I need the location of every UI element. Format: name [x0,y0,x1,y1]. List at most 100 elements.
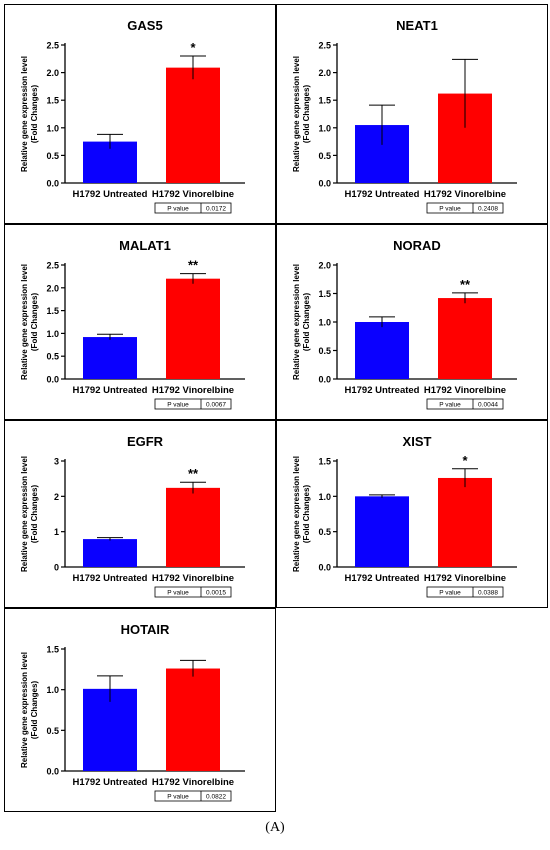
bar-chart-hotair: HOTAIR Relative gene expression level(Fol… [20,622,245,802]
chart-panel-norad: NORAD Relative gene expression level(Fold… [276,224,548,420]
p-value-label: P value [167,794,189,801]
p-value-label: P value [167,206,189,213]
bar-chart-gas5: GAS5 Relative gene expression level(Fold … [20,18,245,214]
bar-vinorelbine [438,477,492,567]
p-value-label: P value [167,590,189,597]
bar-untreated [83,539,137,567]
p-value-number: 0.0067 [206,402,226,409]
y-tick-label: 1.0 [46,685,59,695]
p-value-box [154,398,232,410]
p-value-number: 0.0015 [206,590,226,597]
p-value-box [426,202,504,214]
y-tick-label: 0.0 [318,179,331,189]
bar-untreated [83,688,137,771]
y-tick-label: 1.5 [318,457,331,467]
chart-title: GAS5 [127,18,162,33]
y-axis-label-line2: (Fold Changes) [30,293,39,352]
bar-vinorelbine [166,278,220,379]
y-tick-label: 1.0 [46,329,59,339]
y-tick-label: 2 [54,492,59,502]
y-axis-label: Relative gene expression level(Fold Chan… [292,264,311,380]
chart-title: NORAD [393,238,441,253]
y-tick-label: 2.5 [46,41,59,51]
y-tick-label: 2.5 [46,261,59,271]
p-value-label: P value [439,402,461,409]
y-tick-label: 2.0 [318,261,331,271]
y-tick-label: 1.5 [46,645,59,655]
y-tick-label: 1.5 [46,306,59,316]
y-tick-label: 3 [54,457,59,467]
p-value-box [154,790,232,802]
p-value-number: 0.0822 [206,794,226,801]
bar-untreated [355,496,409,567]
y-tick-label: 2.0 [46,283,59,293]
y-axis-label: Relative gene expression level(Fold Chan… [20,652,39,768]
y-tick-label: 2.5 [318,41,331,51]
y-tick-label: 1.0 [318,123,331,133]
y-tick-label: 0.0 [46,375,59,385]
y-axis-label-line1: Relative gene expression level [292,456,301,572]
significance-marker: * [462,453,468,468]
chart-title: HOTAIR [121,622,170,637]
x-tick-label: H1792 Vinorelbine [424,385,506,396]
p-value-label: P value [167,402,189,409]
significance-marker: ** [188,466,199,481]
bar-chart-norad: NORAD Relative gene expression level(Fold… [292,238,517,410]
y-axis-label: Relative gene expression level(Fold Chan… [20,456,39,572]
y-axis-label-line2: (Fold Changes) [302,293,311,352]
y-tick-label: 2.0 [46,68,59,78]
significance-marker: * [190,40,196,55]
y-tick-label: 0.0 [318,375,331,385]
bar-vinorelbine [438,298,492,379]
x-tick-label: H1792 Untreated [73,385,148,396]
y-tick-label: 0 [54,563,59,573]
figure-label: (A) [265,820,285,835]
y-axis-label-line2: (Fold Changes) [30,485,39,544]
chart-panel-gas5: GAS5 Relative gene expression level(Fold … [4,4,276,224]
y-tick-label: 0.0 [46,767,59,777]
y-tick-label: 0.5 [46,151,59,161]
p-value-box [426,398,504,410]
bar-vinorelbine [166,668,220,771]
x-tick-label: H1792 Untreated [345,189,420,200]
chart-panel-xist: XIST Relative gene expression level(Fold … [276,420,548,608]
chart-title: EGFR [127,434,164,449]
p-value-box [426,586,504,598]
bar-chart-neat1: NEAT1 Relative gene expression level(Fold… [292,18,517,214]
p-value-label: P value [439,590,461,597]
y-tick-label: 0.0 [46,179,59,189]
y-tick-label: 1.5 [318,96,331,106]
p-value-label: P value [439,206,461,213]
y-tick-label: 0.5 [318,151,331,161]
significance-marker: ** [188,258,199,273]
y-tick-label: 1.0 [318,318,331,328]
y-axis-label: Relative gene expression level(Fold Chan… [292,456,311,572]
x-tick-label: H1792 Vinorelbine [424,189,506,200]
y-tick-label: 1 [54,527,59,537]
x-tick-label: H1792 Vinorelbine [424,573,506,584]
y-axis-label-line1: Relative gene expression level [20,264,29,380]
y-tick-label: 1.0 [46,123,59,133]
y-axis-label-line1: Relative gene expression level [292,56,301,172]
p-value-number: 0.2408 [478,206,498,213]
y-tick-label: 1.0 [318,492,331,502]
y-axis-label: Relative gene expression level(Fold Chan… [20,264,39,380]
x-tick-label: H1792 Vinorelbine [152,573,234,584]
chart-panel-malat1: MALAT1 Relative gene expression level(Fol… [4,224,276,420]
bar-untreated [83,337,137,379]
x-tick-label: H1792 Untreated [73,777,148,788]
y-tick-label: 2.0 [318,68,331,78]
p-value-number: 0.0388 [478,590,498,597]
x-tick-label: H1792 Untreated [345,385,420,396]
y-axis-label-line1: Relative gene expression level [20,56,29,172]
bar-untreated [355,322,409,379]
p-value-number: 0.0044 [478,402,498,409]
chart-panel-hotair: HOTAIR Relative gene expression level(Fol… [4,608,276,812]
bar-chart-xist: XIST Relative gene expression level(Fold … [292,434,517,598]
y-tick-label: 1.5 [318,289,331,299]
x-tick-label: H1792 Untreated [73,573,148,584]
p-value-number: 0.0172 [206,206,226,213]
x-tick-label: H1792 Untreated [73,189,148,200]
y-axis-label-line2: (Fold Changes) [30,85,39,144]
bar-vinorelbine [166,67,220,183]
